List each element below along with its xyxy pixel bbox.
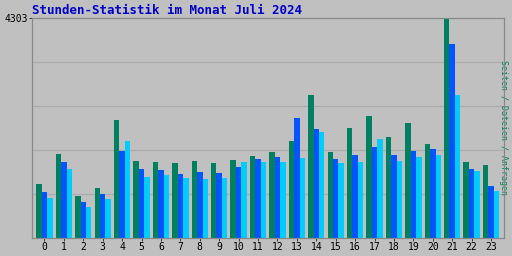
Y-axis label: Seiten / Dateien / Anfragen: Seiten / Dateien / Anfragen — [499, 60, 508, 196]
Bar — [328, 152, 333, 238]
Bar — [483, 165, 488, 238]
Bar — [119, 151, 125, 238]
Bar — [377, 139, 382, 238]
Bar — [372, 147, 377, 238]
Bar — [450, 44, 455, 238]
Bar — [300, 158, 305, 238]
Bar — [197, 172, 203, 238]
Bar — [436, 155, 441, 238]
Bar — [474, 172, 480, 238]
Bar — [36, 184, 42, 238]
Bar — [125, 141, 130, 238]
Bar — [139, 169, 144, 238]
Bar — [144, 176, 150, 238]
Bar — [280, 162, 286, 238]
Bar — [338, 163, 344, 238]
Bar — [56, 154, 61, 238]
Bar — [469, 169, 474, 238]
Bar — [183, 177, 188, 238]
Bar — [42, 192, 47, 238]
Bar — [405, 123, 411, 238]
Bar — [211, 163, 217, 238]
Bar — [153, 162, 158, 238]
Bar — [352, 155, 358, 238]
Bar — [222, 178, 227, 238]
Bar — [358, 162, 364, 238]
Bar — [255, 159, 261, 238]
Bar — [67, 169, 72, 238]
Bar — [191, 161, 197, 238]
Bar — [269, 152, 275, 238]
Bar — [463, 162, 469, 238]
Bar — [444, 18, 450, 238]
Bar — [80, 202, 86, 238]
Bar — [75, 196, 80, 238]
Bar — [411, 151, 416, 238]
Bar — [294, 118, 300, 238]
Bar — [313, 129, 319, 238]
Bar — [203, 178, 208, 238]
Bar — [164, 175, 169, 238]
Bar — [250, 156, 255, 238]
Bar — [319, 132, 325, 238]
Bar — [178, 174, 183, 238]
Bar — [105, 199, 111, 238]
Bar — [397, 161, 402, 238]
Bar — [230, 160, 236, 238]
Bar — [386, 137, 391, 238]
Bar — [416, 157, 421, 238]
Bar — [367, 116, 372, 238]
Bar — [424, 144, 430, 238]
Bar — [261, 162, 266, 238]
Bar — [333, 159, 338, 238]
Bar — [114, 120, 119, 238]
Bar — [172, 163, 178, 238]
Bar — [95, 188, 100, 238]
Bar — [217, 173, 222, 238]
Bar — [488, 186, 494, 238]
Bar — [430, 149, 436, 238]
Bar — [289, 141, 294, 238]
Bar — [455, 95, 460, 238]
Bar — [308, 95, 313, 238]
Bar — [86, 207, 92, 238]
Bar — [47, 198, 53, 238]
Bar — [134, 161, 139, 238]
Bar — [391, 155, 397, 238]
Bar — [241, 162, 247, 238]
Bar — [100, 194, 105, 238]
Bar — [61, 162, 67, 238]
Bar — [236, 167, 241, 238]
Bar — [494, 191, 499, 238]
Bar — [347, 128, 352, 238]
Bar — [275, 157, 280, 238]
Text: Stunden-Statistik im Monat Juli 2024: Stunden-Statistik im Monat Juli 2024 — [32, 4, 302, 17]
Bar — [158, 170, 164, 238]
